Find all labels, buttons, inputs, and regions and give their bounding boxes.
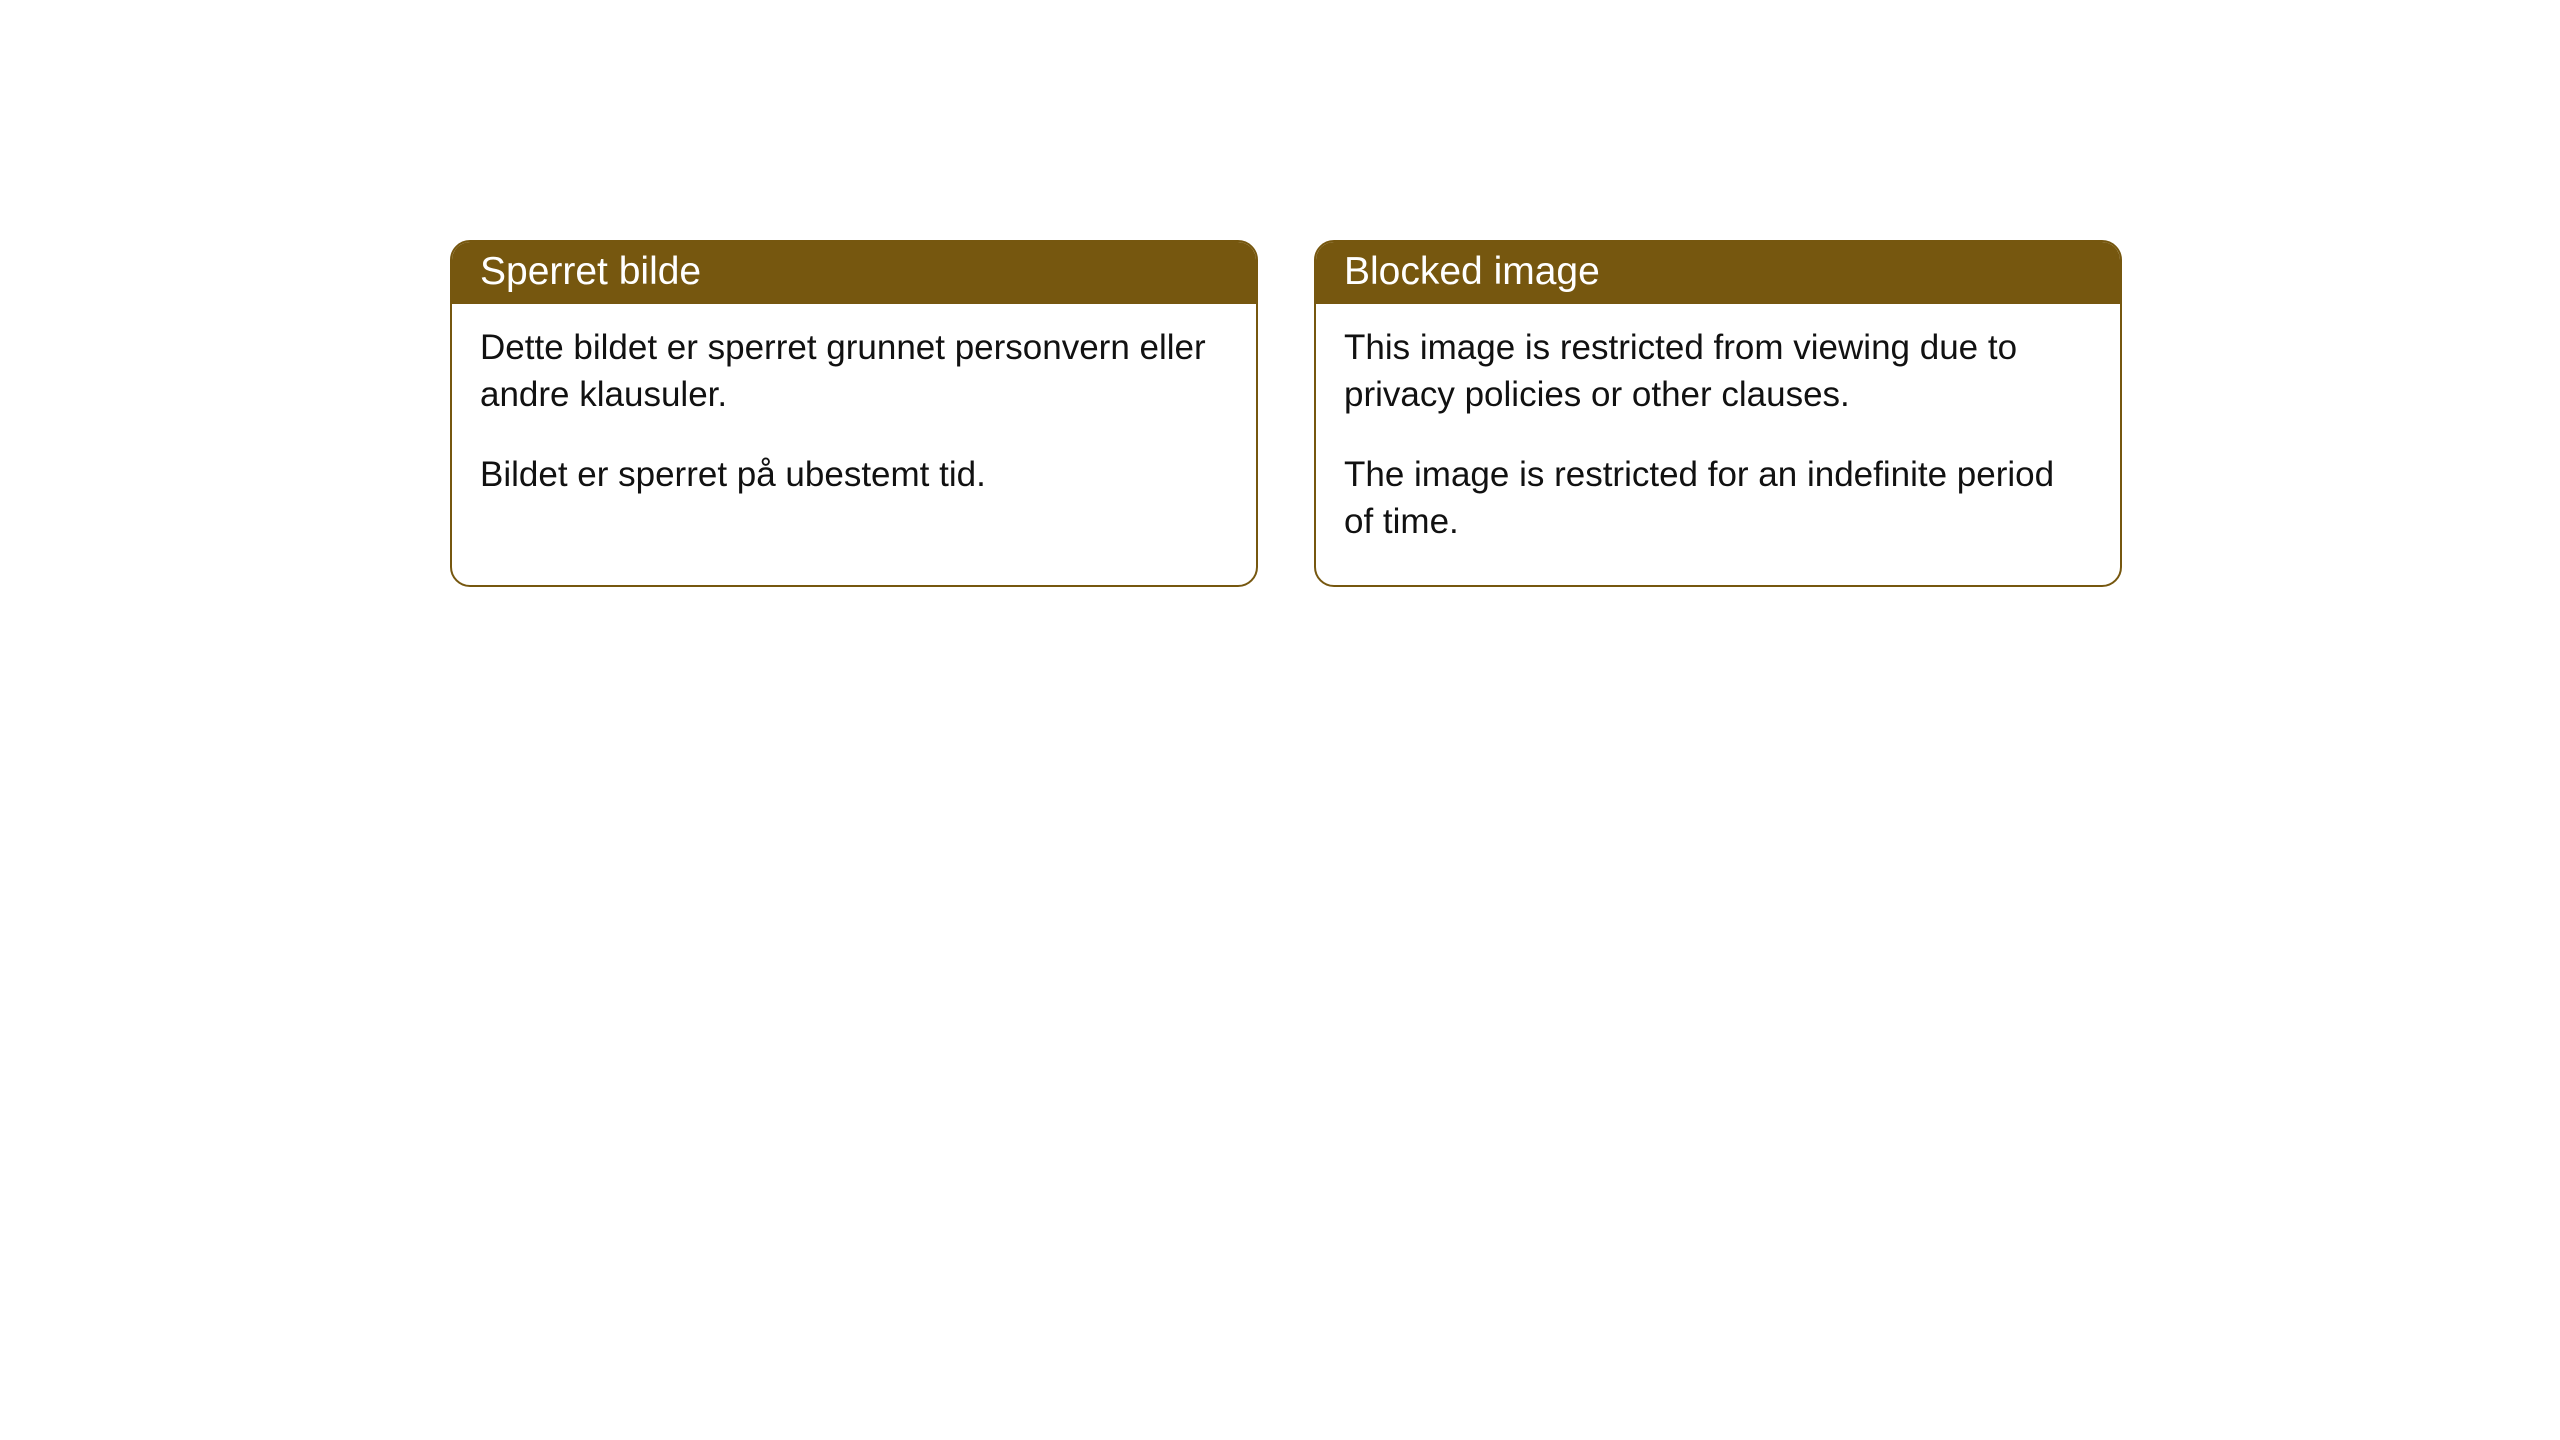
card-body: Dette bildet er sperret grunnet personve…	[452, 304, 1256, 538]
card-paragraph: Dette bildet er sperret grunnet personve…	[480, 324, 1228, 419]
blocked-image-card-english: Blocked image This image is restricted f…	[1314, 240, 2122, 587]
card-paragraph: This image is restricted from viewing du…	[1344, 324, 2092, 419]
card-paragraph: The image is restricted for an indefinit…	[1344, 451, 2092, 546]
blocked-image-card-norwegian: Sperret bilde Dette bildet er sperret gr…	[450, 240, 1258, 587]
card-title: Sperret bilde	[452, 242, 1256, 304]
card-body: This image is restricted from viewing du…	[1316, 304, 2120, 585]
card-title: Blocked image	[1316, 242, 2120, 304]
notice-cards-container: Sperret bilde Dette bildet er sperret gr…	[450, 240, 2122, 587]
card-paragraph: Bildet er sperret på ubestemt tid.	[480, 451, 1228, 498]
